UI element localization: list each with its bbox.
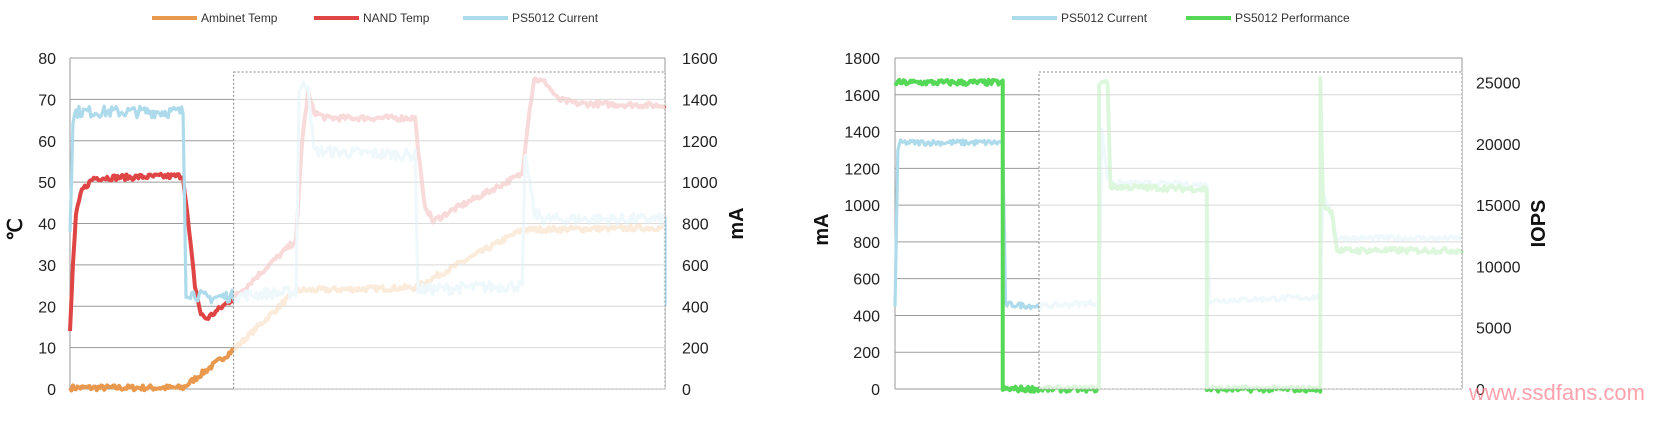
y-right-tick-label: 0 — [682, 382, 691, 399]
legend-label: NAND Temp — [363, 11, 430, 25]
y-left-tick-label: 1200 — [844, 161, 880, 178]
chart-1: 0102030405060708002004006008001000120014… — [5, 11, 748, 399]
y-left-tick-label: 0 — [871, 382, 880, 399]
legend-label: Ambinet Temp — [201, 11, 278, 25]
y-left-tick-label: 60 — [38, 134, 56, 151]
watermark: www.ssdfans.com — [1468, 380, 1645, 405]
y-right-tick-label: 0 — [1476, 382, 1485, 399]
y-right-tick-label: 800 — [682, 217, 709, 234]
y-left-tick-label: 200 — [853, 345, 880, 362]
y-left-tick-label: 1000 — [844, 198, 880, 215]
y-right-tick-label: 1000 — [682, 175, 718, 192]
y-right-tick-label: 1200 — [682, 134, 718, 151]
y-left-tick-label: 70 — [38, 92, 56, 109]
y-right-tick-label: 200 — [682, 341, 709, 358]
highlight-window — [1038, 71, 1463, 390]
y-left-tick-label: 1600 — [844, 88, 880, 105]
y-right-tick-label: 1600 — [682, 51, 718, 68]
y-right-tick-label: 25000 — [1476, 76, 1521, 93]
y-left-tick-label: 10 — [38, 341, 56, 358]
y-right-tick-label: 400 — [682, 299, 709, 316]
y-left-axis-title: mA — [811, 213, 833, 245]
y-left-tick-label: 20 — [38, 299, 56, 316]
y-right-tick-label: 10000 — [1476, 259, 1521, 276]
y-right-tick-label: 15000 — [1476, 198, 1521, 215]
y-left-axis-title: ℃ — [5, 218, 27, 240]
y-left-tick-label: 1800 — [844, 51, 880, 68]
legend-label: PS5012 Current — [512, 11, 599, 25]
y-left-tick-label: 600 — [853, 272, 880, 289]
legend-label: PS5012 Performance — [1235, 11, 1350, 25]
y-left-tick-label: 80 — [38, 51, 56, 68]
y-left-tick-label: 1400 — [844, 125, 880, 142]
chart-2: 0 200 400 600 800 1000 1200 1400 1600 1800 0 5000 10… — [811, 11, 1550, 399]
y-left-tick-label: 40 — [38, 217, 56, 234]
y-right-tick-label: 600 — [682, 258, 709, 275]
y-right-tick-label: 1400 — [682, 92, 718, 109]
highlight-window — [233, 71, 666, 390]
y-left-tick-label: 50 — [38, 175, 56, 192]
y-left-tick-label: 0 — [47, 382, 56, 399]
y-left-tick-label: 30 — [38, 258, 56, 275]
y-left-tick-label: 400 — [853, 308, 880, 325]
legend-label: PS5012 Current — [1061, 11, 1148, 25]
y-right-tick-label: 20000 — [1476, 137, 1521, 154]
y-left-tick-label: 800 — [853, 235, 880, 252]
y-right-axis-title: IOPS — [1528, 200, 1550, 248]
y-right-axis-title: mA — [726, 207, 748, 239]
y-right-tick-label: 5000 — [1476, 321, 1512, 338]
